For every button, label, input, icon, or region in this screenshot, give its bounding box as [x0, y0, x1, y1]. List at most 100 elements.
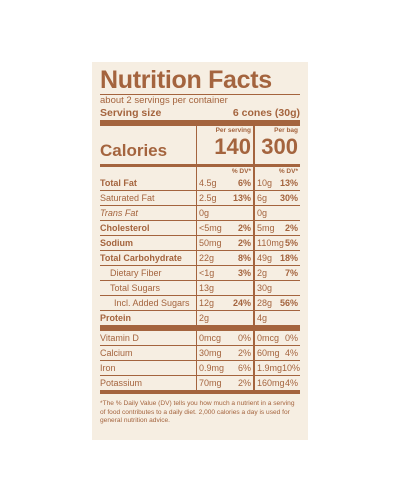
nutrient-name: Saturated Fat: [100, 193, 155, 203]
daily-value: 3%: [237, 268, 251, 278]
amount-cell: <1g 3%: [196, 266, 253, 280]
nutrient-name: Dietary Fiber: [110, 268, 162, 278]
amount: 4g: [257, 313, 268, 323]
daily-value: 2%: [284, 223, 298, 233]
amount-cell: 2g 7%: [253, 266, 300, 280]
amount-cell: 0g: [196, 206, 253, 220]
nutrient-row: Saturated Fat 2.5g 13% 6g 30%: [100, 190, 300, 205]
dv-header-row: % DV* % DV*: [100, 164, 300, 176]
daily-value: 2%: [237, 238, 251, 248]
title: Nutrition Facts: [100, 66, 272, 94]
nutrient-name: Total Sugars: [110, 283, 161, 293]
nutrient-name: Calcium: [100, 348, 133, 358]
amount: 30mg: [199, 348, 222, 358]
daily-value: 4%: [284, 378, 298, 388]
amount-cell: 0.9mg 6%: [196, 361, 253, 375]
vitamin-rows: Vitamin D 0mcg 0% 0mcg 0% Calcium 30mg 2% 60mg 4%…: [100, 331, 300, 390]
daily-value: 2%: [237, 378, 251, 388]
amount: 50mg: [199, 238, 222, 248]
dv-header: % DV*: [278, 168, 298, 175]
amount-cell: 30mg 2%: [196, 346, 253, 360]
per-bag-header: Per bag: [274, 127, 298, 134]
per-serving-header: Per serving: [215, 127, 251, 134]
nutrient-row: Vitamin D 0mcg 0% 0mcg 0%: [100, 331, 300, 345]
daily-value: 13%: [279, 178, 298, 188]
daily-value: 2%: [237, 223, 251, 233]
nutrient-row: Cholesterol <5mg 2% 5mg 2%: [100, 220, 300, 235]
nutrient-row: Total Sugars 13g 30g: [100, 280, 300, 295]
amount-cell: <5mg 2%: [196, 221, 253, 235]
amount: 28g: [257, 298, 273, 308]
serving-size-label: Serving size: [100, 107, 162, 119]
nutrient-row: Total Fat 4.5g 6% 10g 13%: [100, 176, 300, 190]
amount: 0mcg: [199, 333, 222, 343]
nutrient-name: Cholesterol: [100, 223, 150, 233]
nutrient-row: Sodium 50mg 2% 110mg 5%: [100, 235, 300, 250]
amount-cell: 1.9mg 10%: [253, 361, 300, 375]
amount: 2.5g: [199, 193, 217, 203]
daily-value: 56%: [279, 298, 298, 308]
amount-cell: 30g: [253, 281, 300, 295]
nutrient-rows: Total Fat 4.5g 6% 10g 13% Saturated Fat 2.5g 13…: [100, 176, 300, 325]
amount: 0g: [257, 208, 268, 218]
amount-cell: 49g 18%: [253, 251, 300, 265]
amount: 12g: [199, 298, 215, 308]
amount-cell: 5mg 2%: [253, 221, 300, 235]
daily-value: 0%: [237, 333, 251, 343]
amount-cell: 28g 56%: [253, 296, 300, 310]
nutrient-row: Incl. Added Sugars 12g 24% 28g 56%: [100, 295, 300, 310]
daily-value: 2%: [237, 348, 251, 358]
calories-bag-value: 300: [261, 134, 298, 159]
amount: 4.5g: [199, 178, 217, 188]
amount-cell: 2g: [196, 311, 253, 325]
daily-value: 30%: [279, 193, 298, 203]
daily-value: 24%: [232, 298, 251, 308]
amount-cell: 13g: [196, 281, 253, 295]
amount-cell: 10g 13%: [253, 176, 300, 190]
serving-size-value: 6 cones (30g): [232, 107, 300, 119]
amount: 60mg: [257, 348, 280, 358]
daily-value: 13%: [232, 193, 251, 203]
nutrient-name: Vitamin D: [100, 333, 139, 343]
amount: 2g: [199, 313, 210, 323]
amount-cell: 160mg 4%: [253, 376, 300, 390]
calories-row: Calories Per serving 140 Per bag 300: [100, 126, 300, 164]
nutrient-row: Iron 0.9mg 6% 1.9mg 10%: [100, 360, 300, 375]
amount: 10g: [257, 178, 273, 188]
amount: <5mg: [199, 223, 222, 233]
amount: 13g: [199, 283, 215, 293]
nutrient-name: Potassium: [100, 378, 143, 388]
amount: 70mg: [199, 378, 222, 388]
calories-bag: Per bag 300: [253, 126, 300, 164]
amount-cell: 4.5g 6%: [196, 176, 253, 190]
amount-cell: 0mcg 0%: [253, 331, 300, 345]
nutrient-row: Trans Fat 0g 0g: [100, 205, 300, 220]
daily-value: 6%: [237, 363, 251, 373]
amount: 0g: [199, 208, 210, 218]
nutrient-row: Total Carbohydrate 22g 8% 49g 18%: [100, 250, 300, 265]
daily-value: 0%: [284, 333, 298, 343]
nutrient-name: Incl. Added Sugars: [114, 298, 190, 308]
amount: 30g: [257, 283, 273, 293]
amount-cell: 22g 8%: [196, 251, 253, 265]
nutrient-name: Iron: [100, 363, 116, 373]
amount-cell: 50mg 2%: [196, 236, 253, 250]
calories-serving-value: 140: [214, 134, 251, 159]
daily-value: 18%: [279, 253, 298, 263]
amount-cell: 4g: [253, 311, 300, 325]
daily-value: 4%: [284, 348, 298, 358]
nutrient-name: Trans Fat: [100, 208, 138, 218]
amount: 6g: [257, 193, 268, 203]
amount: 2g: [257, 268, 268, 278]
amount-cell: 6g 30%: [253, 191, 300, 205]
amount-cell: 0g: [253, 206, 300, 220]
amount-cell: 0mcg 0%: [196, 331, 253, 345]
nutrition-label: Nutrition Facts about 2 servings per con…: [92, 62, 308, 440]
amount: <1g: [199, 268, 215, 278]
daily-value: 7%: [284, 268, 298, 278]
amount-cell: 12g 24%: [196, 296, 253, 310]
amount: 5mg: [257, 223, 275, 233]
daily-value: 6%: [237, 178, 251, 188]
amount-cell: 2.5g 13%: [196, 191, 253, 205]
